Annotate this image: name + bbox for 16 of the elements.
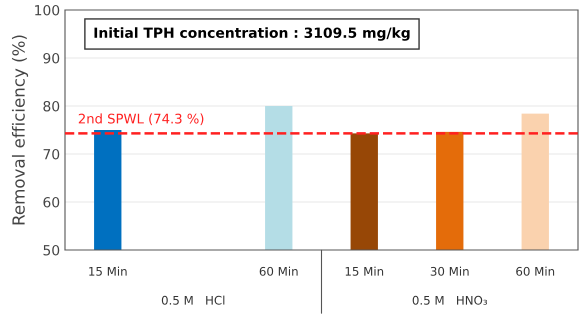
x-tick-label: 60 Min xyxy=(516,266,554,276)
y-axis-title: Removal efficiency (%) xyxy=(12,35,28,224)
y-tick-label: 50 xyxy=(44,244,60,256)
text: 0.5 M HNO₃ xyxy=(412,296,488,305)
annotation: Initial TPH concentration : 3109.5 mg/kg xyxy=(94,27,410,41)
x-tick-label: 15 Min xyxy=(346,266,384,276)
y-tick-label: 90 xyxy=(43,52,60,64)
text: 0.5 M HCl xyxy=(162,296,224,305)
y-tick-label: 70 xyxy=(44,148,60,160)
ref-line-label: 2nd SPWL (74.3 %) xyxy=(78,113,204,126)
y-tick-label: 80 xyxy=(43,100,60,112)
x-tick-label: 30 Min xyxy=(430,266,469,276)
y-tick-label: 60 xyxy=(43,196,60,208)
x-tick-label: 60 Min xyxy=(260,266,298,276)
y-tick-label: 100 xyxy=(35,4,60,16)
x-tick-label: 15 Min xyxy=(89,266,127,276)
